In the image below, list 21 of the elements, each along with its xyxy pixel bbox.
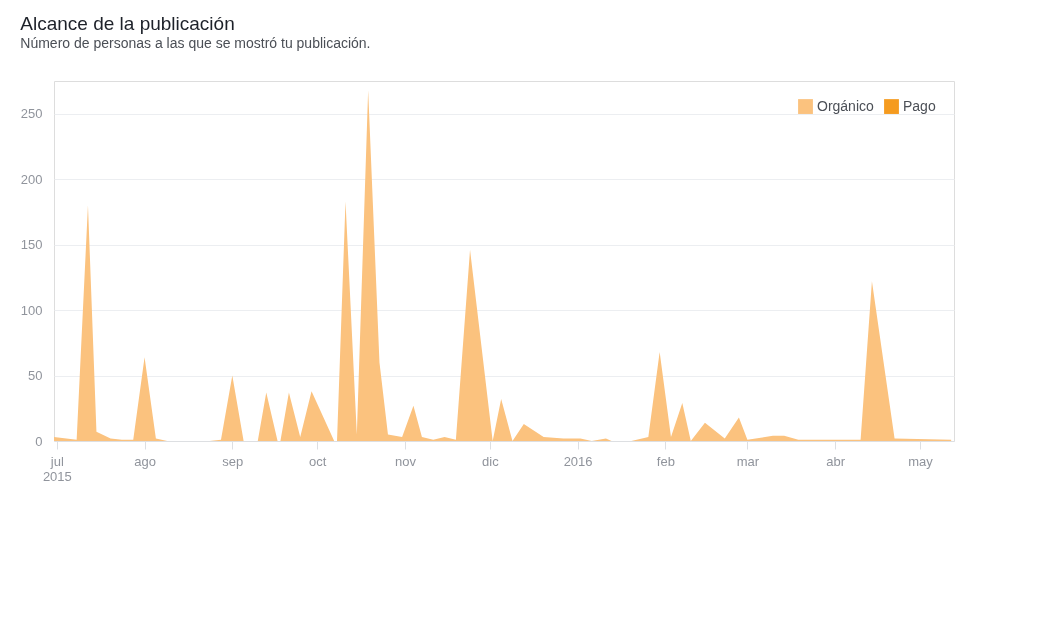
y-tick-label: 250 <box>20 106 43 122</box>
x-tick-label: mar <box>736 453 760 469</box>
x-tick-label: ago <box>134 453 156 469</box>
chart-title: Alcance de la publicación <box>20 13 235 34</box>
x-tick-label: may <box>908 453 934 469</box>
x-tick-label: sep <box>222 453 244 469</box>
x-tick-label: dic <box>482 453 500 469</box>
legend-label: Orgánico <box>817 97 875 114</box>
x-tick-label: oct <box>309 453 327 469</box>
y-tick-label: 100 <box>20 302 43 318</box>
x-tick-label: feb <box>656 453 675 469</box>
y-tick-label: 200 <box>20 171 43 187</box>
y-tick-label: 50 <box>28 368 43 384</box>
x-tick-label: nov <box>394 453 417 469</box>
x-tick-label: jul 2015 <box>42 453 72 484</box>
x-tick-label: abr <box>826 453 846 469</box>
x-tick-label: 2016 <box>563 453 593 469</box>
legend-label: Pago <box>903 97 936 114</box>
y-tick-label: 0 <box>35 433 43 449</box>
y-tick-label: 150 <box>20 237 43 253</box>
chart-subtitle: Número de personas a las que se mostró tu publicación. <box>20 35 371 51</box>
